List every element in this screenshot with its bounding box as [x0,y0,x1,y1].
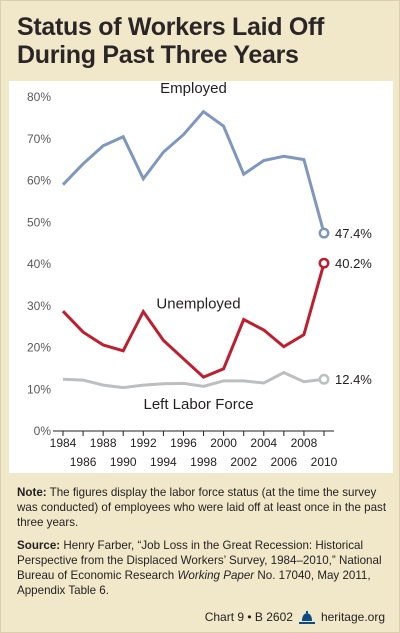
series-name-label: Left Labor Force [143,396,253,413]
source-italic: Working Paper [177,569,255,582]
y-tick-label: 30% [27,299,51,313]
y-tick-label: 50% [27,215,51,229]
source-text-part-1: Henry Farber, “Job Loss in the Great Rec… [17,539,382,582]
note-label: Note: [17,486,47,499]
series-name-label: Unemployed [156,296,240,313]
chart-title: Status of Workers Laid Off During Past T… [17,13,387,69]
series-name-label: Employed [160,80,227,97]
series-employed: 47.4% Employed [61,80,372,241]
line-chart: 0%10%20%30%40%50%60%70%80% 1984 1988 1992 1… [27,80,372,469]
source-paragraph: Source: Henry Farber, “Job Loss in the G… [17,538,387,598]
end-value-label: 47.4% [335,226,372,241]
series-line-left-labor-force [62,370,325,390]
x-tick-label: 2008 [291,436,318,450]
liberty-bell-icon [298,610,315,624]
end-point-marker [318,373,330,385]
y-tick-label: 40% [27,257,51,271]
chart-notes: Note: The figures display the labor forc… [17,485,387,606]
y-tick-label: 20% [27,341,51,355]
x-tick-label: 1998 [190,455,217,469]
end-point-marker [318,257,330,269]
plot-panel [9,81,393,473]
series-line-unemployed [61,262,326,379]
end-value-label: 12.4% [335,372,372,387]
end-point-marker [318,227,330,239]
y-tick-label: 60% [27,174,51,188]
chart-title-line-1: Status of Workers Laid Off [17,13,325,41]
x-axis: 1984 1988 1992 1996 2000 2004 2008 1986 1990 1994… [50,430,338,469]
y-tick-label: 70% [27,132,51,146]
y-tick-label: 0% [34,424,52,438]
source-label: Source: [17,539,61,552]
x-tick-label: 1992 [130,436,157,450]
x-tick-label: 1994 [150,455,177,469]
series-left-labor-force: 12.4% Left Labor Force [62,370,372,413]
note-paragraph: Note: The figures display the labor forc… [17,485,387,530]
site-link[interactable]: heritage.org [320,610,385,624]
x-tick-label: 1996 [170,436,197,450]
chart-title-line-2: During Past Three Years [17,41,299,69]
source-text-part-2: No. 17040, May 2011, Appendix Table 6. [17,569,371,597]
chart-id: Chart 9 • B 2602 [204,610,293,624]
series-line-employed [61,109,326,234]
end-value-label: 40.2% [335,256,372,271]
x-tick-label: 1984 [50,436,77,450]
x-tick-label: 2004 [250,436,277,450]
x-tick-label: 2002 [230,455,257,469]
x-tick-label: 1988 [90,436,117,450]
y-axis: 0% 10% 20% 30% 40% 50% 60% 70% 80% [27,90,51,438]
note-text: The figures display the labor force stat… [17,486,387,529]
x-tick-label: 2006 [270,455,297,469]
series-layer: 47.4% Employed 40.2% Unemployed 12.4% Left La… [61,80,372,413]
y-tick-label: 10% [27,382,51,396]
x-tick-label: 1986 [70,455,97,469]
x-tick-label: 2000 [210,436,237,450]
x-tick-label: 1990 [110,455,137,469]
x-tick-label: 2010 [311,455,338,469]
footer: Chart 9 • B 2602 heritage.org [205,610,385,624]
y-tick-label: 80% [27,90,51,104]
series-unemployed: 40.2% Unemployed [61,256,372,379]
